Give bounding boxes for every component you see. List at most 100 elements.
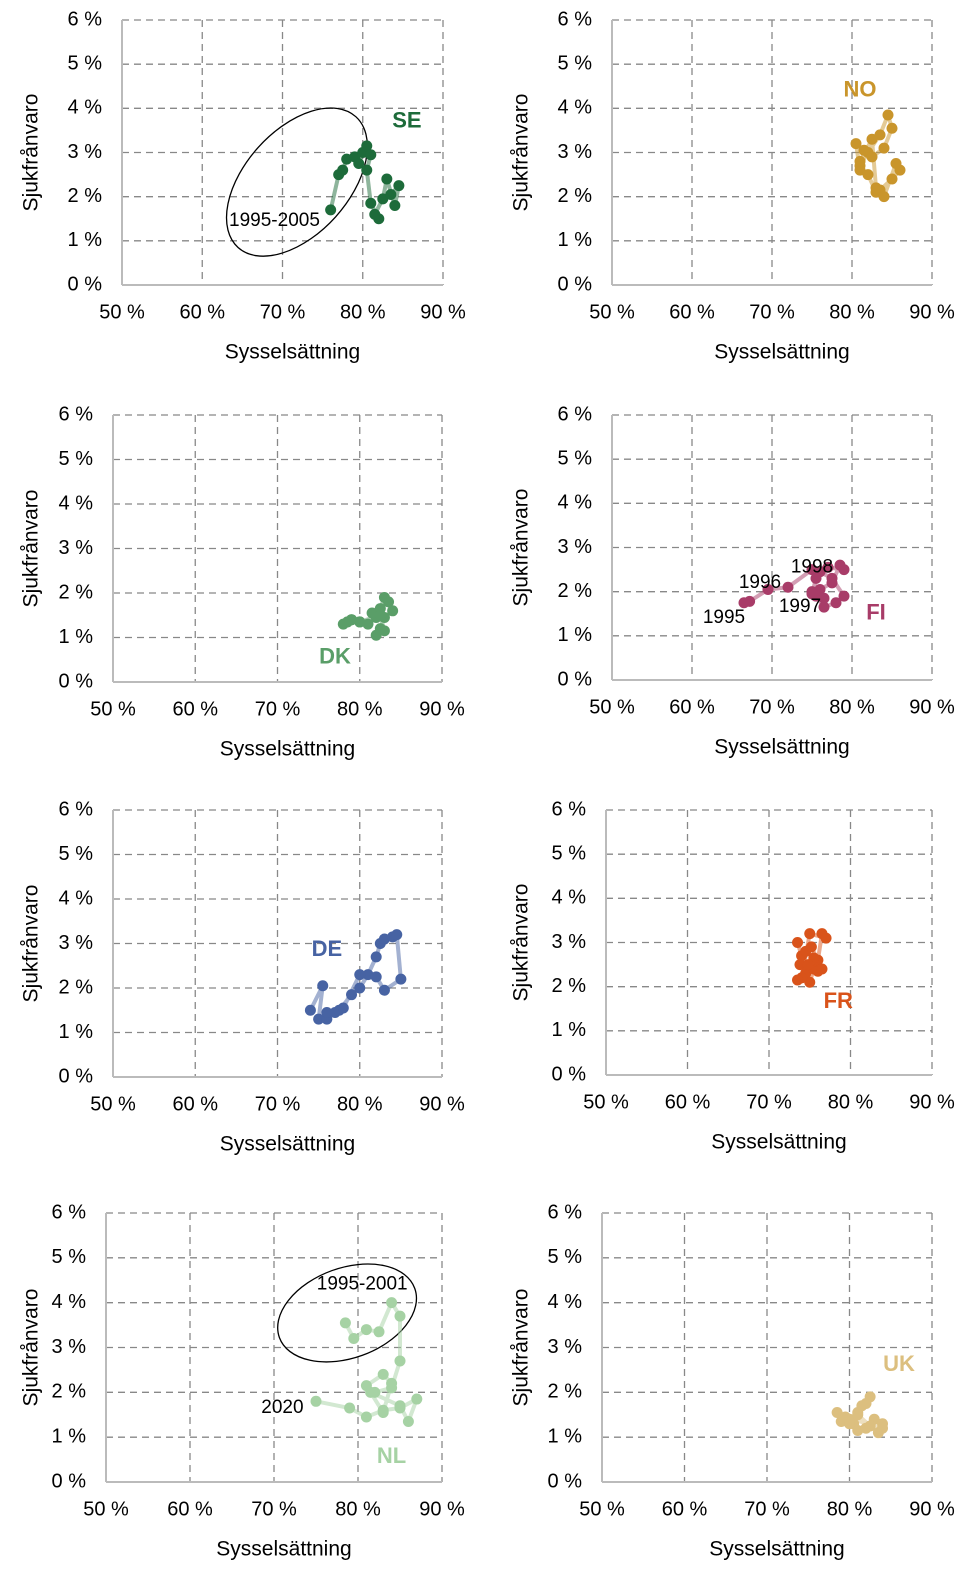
x-tick-label: 90 % <box>909 301 955 323</box>
y-tick-label: 5 % <box>59 843 94 865</box>
x-tick-label: 90 % <box>419 1093 465 1115</box>
data-point <box>369 208 381 220</box>
y-tick-label: 2 % <box>548 1381 583 1403</box>
data-point <box>354 982 366 994</box>
y-tick-label: 6 % <box>52 1201 87 1223</box>
data-point <box>353 158 365 170</box>
data-point <box>874 129 886 141</box>
x-tick-label: 80 % <box>829 301 875 323</box>
x-tick-label: 70 % <box>749 301 795 323</box>
x-tick-label: 60 % <box>179 301 225 323</box>
x-tick-label: 50 % <box>83 1498 129 1520</box>
y-tick-label: 1 % <box>558 229 593 251</box>
y-tick-label: 6 % <box>59 798 94 820</box>
y-tick-label: 2 % <box>552 975 587 997</box>
y-tick-label: 1 % <box>59 1021 94 1043</box>
data-point <box>377 1368 389 1380</box>
data-point <box>386 1377 398 1389</box>
x-tick-label: 50 % <box>99 301 145 323</box>
highlight-ellipse <box>225 107 369 257</box>
data-point <box>365 149 377 161</box>
y-tick-label: 4 % <box>558 492 593 514</box>
y-tick-label: 3 % <box>558 536 593 558</box>
data-point <box>862 169 874 181</box>
y-tick-label: 0 % <box>59 1065 94 1087</box>
data-point <box>850 138 862 150</box>
y-axis-label: Sjukfrånvaro <box>20 490 43 608</box>
data-point <box>354 969 366 981</box>
x-tick-label: 50 % <box>589 301 635 323</box>
x-axis-label: Sysselsättning <box>220 1133 355 1156</box>
data-point <box>854 155 866 167</box>
data-point <box>852 1424 864 1436</box>
y-tick-label: 2 % <box>68 185 103 207</box>
x-tick-label: 90 % <box>909 696 955 718</box>
y-tick-label: 3 % <box>59 932 94 954</box>
series-label: DE <box>312 936 343 961</box>
y-tick-label: 6 % <box>59 403 94 425</box>
y-axis-label: Sjukfrånvaro <box>510 489 533 607</box>
data-point <box>402 1415 414 1427</box>
y-tick-label: 2 % <box>59 581 94 603</box>
x-tick-label: 80 % <box>828 1091 874 1113</box>
annotation: 1995 <box>703 607 745 628</box>
series-label: UK <box>883 1351 915 1376</box>
y-tick-label: 4 % <box>59 887 94 909</box>
data-point <box>762 583 774 595</box>
data-point <box>782 581 794 593</box>
x-axis-label: Sysselsättning <box>225 341 360 364</box>
y-tick-label: 3 % <box>548 1336 583 1358</box>
panel: 0 % 1 % 2 % 3 % 4 % 5 % 6 % 50 % 60 % 70 % 80 % 90 … <box>20 798 465 1155</box>
data-point <box>361 140 373 152</box>
x-axis-label: Sysselsättning <box>216 1538 351 1561</box>
y-tick-label: 2 % <box>52 1381 87 1403</box>
y-tick-label: 6 % <box>548 1201 583 1223</box>
data-point <box>744 595 756 607</box>
data-point <box>818 601 830 613</box>
data-point <box>325 204 337 216</box>
y-tick-label: 2 % <box>558 580 593 602</box>
annotation: 1995-2001 <box>317 1274 408 1295</box>
x-axis-label: Sysselsättning <box>714 341 849 364</box>
y-tick-label: 4 % <box>59 492 94 514</box>
x-tick-label: 50 % <box>90 1093 136 1115</box>
data-point <box>810 572 822 584</box>
data-point <box>373 1326 385 1338</box>
data-point <box>370 951 382 963</box>
series-label: FR <box>824 988 853 1013</box>
x-tick-label: 70 % <box>749 696 795 718</box>
data-point <box>391 929 403 941</box>
annotation: 1996 <box>739 572 781 593</box>
data-point <box>792 937 804 948</box>
data-point <box>366 607 378 619</box>
data-point <box>830 597 842 609</box>
y-tick-label: 5 % <box>558 52 593 74</box>
y-tick-label: 5 % <box>558 447 593 469</box>
y-tick-label: 2 % <box>59 976 94 998</box>
x-tick-label: 90 % <box>419 1498 465 1520</box>
data-point <box>839 1411 851 1423</box>
data-point <box>792 974 804 986</box>
data-point <box>794 959 806 971</box>
x-axis-label: Sysselsättning <box>220 738 355 761</box>
y-tick-label: 1 % <box>552 1019 587 1041</box>
data-point <box>317 980 329 992</box>
data-point <box>834 559 846 571</box>
x-tick-label: 70 % <box>251 1498 297 1520</box>
y-tick-label: 2 % <box>558 185 593 207</box>
data-point <box>361 164 373 176</box>
x-tick-label: 60 % <box>662 1498 708 1520</box>
data-point <box>890 158 902 170</box>
x-axis-label: Sysselsättning <box>709 1538 844 1561</box>
y-tick-label: 3 % <box>68 141 103 163</box>
data-point <box>877 1422 888 1434</box>
data-point <box>365 1386 377 1398</box>
y-tick-label: 5 % <box>552 842 587 864</box>
data-point <box>354 616 366 628</box>
x-tick-label: 60 % <box>172 698 218 720</box>
y-tick-label: 0 % <box>68 273 103 295</box>
data-point <box>820 932 832 944</box>
y-tick-label: 5 % <box>52 1246 87 1268</box>
